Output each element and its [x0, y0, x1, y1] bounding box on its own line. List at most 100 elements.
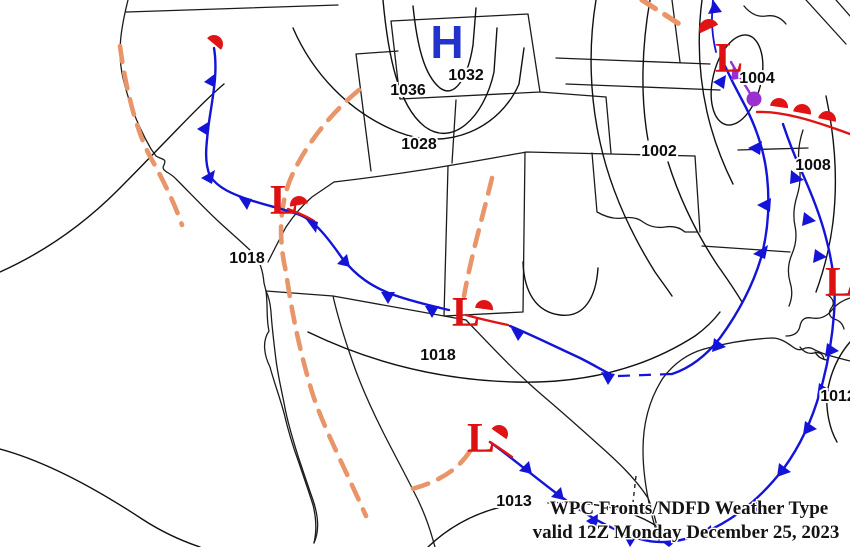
warm-front-path	[755, 110, 850, 136]
trough-west-coast	[117, 43, 185, 228]
cold-triangle-icon	[790, 170, 804, 184]
pressure-label: 1036	[390, 82, 426, 99]
border-us-mexico-west	[265, 290, 467, 321]
low-symbol: L	[452, 290, 480, 336]
cold-triangle-icon	[748, 141, 762, 155]
cold-triangle-icon	[204, 73, 216, 87]
cold-triangle-icon	[305, 218, 318, 233]
border-new-mexico	[443, 151, 526, 317]
pressure-label: 1004	[739, 70, 775, 87]
cold-triangle-icon	[757, 198, 771, 212]
cold-triangle-icon	[817, 383, 831, 397]
warm-semicircle-icon	[818, 111, 836, 122]
cold-triangle-icon	[601, 372, 615, 385]
map-title: WPC Fronts/NDFD Weather Type	[550, 498, 829, 519]
pressure-label: 1018	[420, 347, 456, 364]
stationary-red-segment-1	[286, 207, 316, 223]
occluded-front-marker-icons	[731, 66, 762, 107]
isobar-1028	[292, 27, 525, 140]
cold-triangle-icon	[708, 1, 722, 14]
border-37th-parallel	[333, 151, 696, 183]
cold-triangle-icon	[699, 525, 712, 539]
cold-triangle-icon	[425, 306, 439, 318]
coastline-mexico-mainland	[332, 295, 436, 547]
pressure-label: 1018	[229, 250, 265, 267]
isobar-ocean-southwest	[0, 448, 201, 547]
warm-front-semicircle-icons	[207, 19, 836, 440]
cold-front-northeast-curl-path	[670, 64, 770, 376]
warm-semicircle-icon	[770, 98, 788, 109]
isobar-1036	[382, 0, 498, 135]
border-texas-panhandle	[591, 152, 701, 233]
isobar-1032	[412, 5, 477, 92]
coastline-louisiana-delta	[785, 294, 850, 361]
pressure-center-layer: H L L L L L	[270, 16, 850, 462]
isobar-1004-oval	[710, 34, 764, 126]
pressure-label: 1012	[820, 388, 850, 405]
cold-triangle-icon	[238, 196, 252, 210]
cold-front-gulf-path	[488, 122, 836, 544]
cold-front-texas-path	[508, 324, 614, 377]
cold-triangle-icon	[777, 463, 791, 477]
cold-triangle-icon	[586, 514, 598, 528]
low-symbol: L	[270, 178, 298, 224]
cold-triangle-icon	[803, 421, 817, 435]
border-plains	[555, 0, 721, 91]
cold-triangle-icon	[802, 212, 816, 226]
high-symbol: H	[430, 16, 463, 68]
warm-semicircle-icon	[475, 300, 493, 311]
cold-front-weak-segment	[617, 372, 673, 378]
coastline-gulf	[703, 337, 850, 362]
low-symbol: L	[467, 416, 495, 462]
border-rio-grande	[465, 319, 660, 541]
cold-triangle-icon	[713, 75, 726, 89]
cold-triangle-icon	[511, 328, 525, 341]
cold-triangle-icon	[813, 249, 827, 263]
isobar-1012-arc	[826, 341, 850, 443]
trough-mexico-low	[401, 448, 473, 494]
cold-triangle-icon	[753, 245, 768, 259]
coastline-texas	[642, 348, 705, 541]
cold-triangle-icon	[551, 487, 564, 500]
pressure-label: 1032	[448, 67, 484, 84]
low-symbol: L	[715, 36, 743, 82]
cold-triangle-icon	[623, 534, 637, 547]
isobar-label-layer: 1036 1032 1028 1002 1004 1008 1018 1018 …	[227, 65, 850, 512]
pressure-label: 1013	[496, 493, 532, 510]
isobar-1002-line	[642, 0, 743, 303]
cold-triangle-icon	[201, 170, 215, 184]
warm-semicircle-icon	[207, 35, 223, 50]
cold-triangle-icon	[197, 121, 210, 135]
cold-triangle-icon	[712, 338, 726, 352]
coastline-baja-east	[265, 290, 319, 544]
pressure-label: 1002	[641, 143, 677, 160]
pressure-label: 1008	[795, 157, 831, 174]
border-utah-nevada	[355, 50, 399, 172]
warm-semicircle-icon	[699, 19, 719, 34]
occluded-triangle-icon	[731, 66, 745, 80]
isobar-1013-arc	[427, 501, 675, 547]
isobar-1018-mexico	[307, 311, 721, 383]
border-canada	[125, 4, 339, 13]
isobar-west-arc	[0, 83, 225, 273]
coastline-california	[119, 0, 267, 292]
occluded-circle-icon	[746, 91, 762, 107]
trough-southwest-long	[278, 87, 369, 519]
pressure-label: 1028	[401, 136, 437, 153]
cold-triangle-icon	[825, 343, 839, 357]
warm-semicircle-icon	[793, 104, 811, 115]
stationary-red-segment-2	[464, 313, 510, 327]
warm-semicircle-icon	[491, 425, 508, 440]
cold-triangle-icon	[337, 254, 350, 267]
trough-layer	[117, 0, 687, 519]
warm-semicircle-icon	[290, 196, 308, 207]
isobar-bigbend-loop	[522, 261, 599, 316]
coastline-baja-west	[263, 290, 317, 544]
cold-triangle-icon	[661, 541, 675, 547]
cold-front-triangle-icons	[197, 1, 839, 547]
front-layer	[197, 0, 850, 547]
cold-triangle-icon	[747, 500, 761, 513]
cold-triangle-icon	[381, 292, 395, 304]
